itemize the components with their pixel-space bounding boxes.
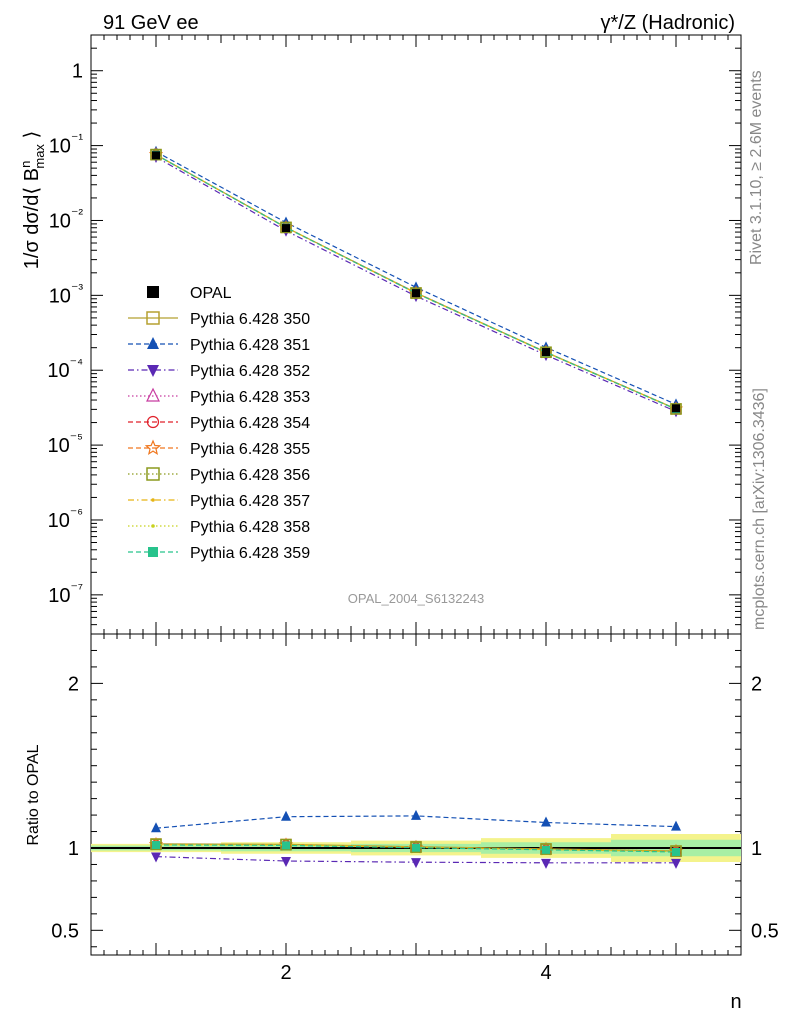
opal-data-point	[282, 224, 290, 233]
marker	[148, 547, 158, 557]
y-tick-label: 2	[68, 673, 79, 695]
legend-label-opal: OPAL	[190, 285, 232, 302]
y-tick-label-right: 2	[751, 673, 762, 695]
series-line	[155, 151, 677, 405]
marker	[541, 858, 551, 869]
marker	[280, 221, 292, 234]
marker	[670, 403, 682, 415]
marker	[146, 387, 160, 402]
legend-label: Pythia 6.428 355	[190, 441, 310, 458]
marker	[542, 845, 550, 854]
analysis-watermark: OPAL_2004_S6132243	[348, 591, 484, 606]
marker	[411, 809, 421, 820]
series-line	[155, 156, 677, 412]
y-tick-label: 10⁻²	[49, 205, 84, 232]
marker	[147, 365, 159, 377]
series-line	[155, 154, 677, 410]
main-frame	[90, 34, 742, 635]
legend-label: Pythia 6.428 350	[190, 311, 310, 328]
marker	[671, 858, 681, 869]
marker	[151, 822, 161, 833]
legend-label: Pythia 6.428 356	[190, 467, 310, 484]
y-tick-label: 10⁻⁷	[48, 580, 83, 607]
y-tick-label: 10⁻³	[49, 280, 84, 307]
marker	[146, 467, 160, 481]
y-tick-label-right: 0.5	[751, 920, 779, 942]
marker	[281, 810, 291, 821]
marker	[282, 841, 290, 850]
marker	[411, 858, 421, 869]
legend-marker-opal	[147, 286, 159, 298]
series-ratio	[151, 852, 681, 869]
opal-data-point	[672, 404, 680, 413]
legend-label: Pythia 6.428 352	[190, 363, 310, 380]
y-tick-label: 10⁻⁵	[48, 430, 83, 457]
marker	[146, 415, 160, 429]
marker	[672, 847, 680, 856]
rivet-label: Rivet 3.1.10, ≥ 2.6M events	[748, 70, 765, 265]
marker	[540, 346, 552, 358]
legend-label: Pythia 6.428 351	[190, 337, 310, 354]
series-ratio	[151, 809, 681, 833]
marker	[410, 287, 422, 299]
legend-label: Pythia 6.428 354	[190, 415, 310, 432]
opal-data-point	[542, 348, 550, 357]
legend: OPAL Pythia 6.428 350 Pythia 6.428 351 Pyth…	[128, 285, 310, 562]
marker	[671, 820, 681, 831]
marker	[151, 498, 155, 502]
mcplots-label: mcplots.cern.ch [arXiv:1306.3436]	[751, 388, 768, 630]
ratio-ylabel: Ratio to OPAL	[25, 744, 42, 845]
x-tick-label: 2	[280, 962, 291, 984]
legend-label: Pythia 6.428 358	[190, 519, 310, 536]
marker	[146, 311, 160, 325]
x-axis-label: n	[730, 991, 741, 1013]
y-tick-label: 10⁻⁶	[48, 505, 83, 532]
marker	[152, 841, 160, 850]
main-panel: 1 10⁻¹ 10⁻² 10⁻³ 10⁻⁴ 10⁻⁵ 10⁻⁶ 10⁻⁷ OPAL Pythia …	[47, 34, 742, 635]
marker	[541, 816, 551, 827]
header-left: 91 GeV ee	[103, 12, 199, 34]
x-tick-label: 4	[540, 962, 551, 984]
marker	[151, 852, 161, 863]
y-tick-label: 10⁻⁴	[47, 355, 83, 382]
legend-label: Pythia 6.428 357	[190, 493, 310, 510]
main-ylabel: 1/σ dσ/d⟨ Bnmax ⟩	[18, 131, 47, 270]
y-tick-label-right: 1	[751, 838, 762, 860]
y-tick-label: 1	[72, 61, 83, 83]
marker	[281, 857, 291, 868]
ratio-frame	[90, 633, 742, 956]
marker	[147, 337, 159, 349]
opal-data-point	[152, 151, 160, 160]
y-tick-label: 1	[68, 838, 79, 860]
ratio-panel: 2 4 0.5 0.5 1 1 2 2	[51, 633, 779, 984]
y-tick-label: 10⁻¹	[49, 131, 84, 158]
marker	[151, 524, 155, 528]
marker	[144, 439, 162, 455]
marker	[412, 843, 420, 852]
series-ratio	[152, 841, 680, 856]
marker	[150, 148, 162, 161]
legend-label: Pythia 6.428 353	[190, 389, 310, 406]
header-right: γ*/Z (Hadronic)	[601, 12, 735, 34]
y-tick-label: 0.5	[51, 920, 79, 942]
opal-data-point	[412, 289, 420, 298]
legend-label: Pythia 6.428 359	[190, 545, 310, 562]
